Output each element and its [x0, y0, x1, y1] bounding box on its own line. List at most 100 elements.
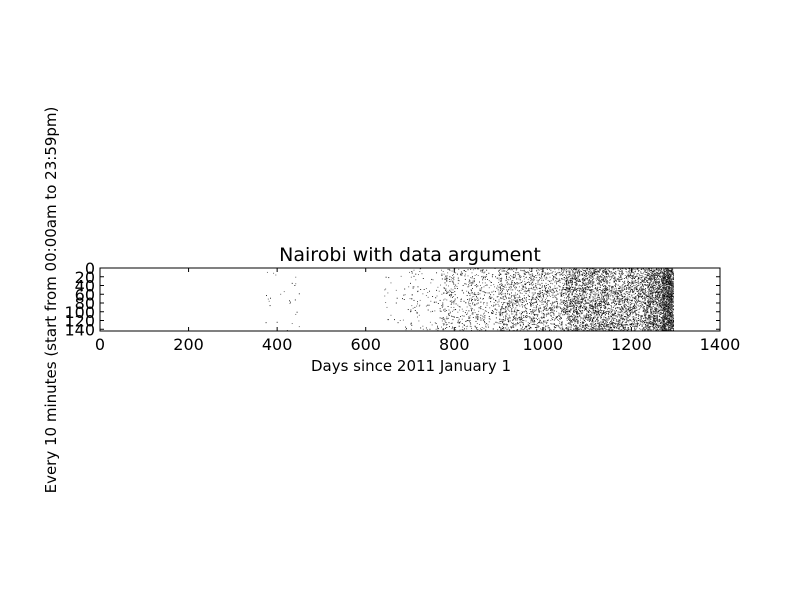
heatmap-cell [510, 320, 511, 322]
heatmap-cell [605, 319, 607, 321]
heatmap-cell [571, 292, 573, 294]
heatmap-cell [484, 276, 486, 278]
heatmap-cell [619, 271, 621, 272]
heatmap-cell [600, 329, 602, 331]
heatmap-cell [637, 282, 639, 284]
heatmap-cell [468, 320, 470, 322]
heatmap-cell [620, 322, 622, 324]
heatmap-cell [516, 309, 518, 311]
heatmap-cell [518, 323, 519, 325]
heatmap-cell [584, 282, 586, 284]
heatmap-cell [585, 285, 587, 286]
heatmap-cell [588, 300, 590, 302]
heatmap-cell [472, 296, 473, 298]
heatmap-cell [644, 312, 646, 314]
heatmap-cell [602, 329, 604, 331]
heatmap-cell [642, 290, 643, 292]
heatmap-cell [632, 324, 634, 325]
heatmap-cell [600, 295, 602, 297]
heatmap-cell [465, 320, 467, 322]
heatmap-cell [490, 294, 492, 296]
heatmap-cell [610, 278, 612, 280]
heatmap-cell [441, 275, 443, 276]
heatmap-cell [545, 315, 547, 317]
heatmap-cell [622, 326, 624, 328]
heatmap-cell [547, 310, 549, 311]
heatmap-cell [602, 313, 604, 314]
heatmap-cell [577, 303, 579, 305]
heatmap-cell [588, 271, 589, 272]
heatmap-cell [642, 322, 643, 324]
heatmap-cell [600, 320, 602, 322]
heatmap-cell [503, 327, 505, 329]
heatmap-cell [564, 277, 566, 279]
heatmap-cell [581, 299, 583, 300]
heatmap-cell [621, 278, 623, 280]
heatmap-cell [604, 319, 606, 321]
heatmap-cell [469, 303, 471, 304]
heatmap-cell [649, 288, 651, 290]
heatmap-cell [451, 327, 453, 329]
heatmap-cell [638, 315, 639, 317]
heatmap-cell [615, 310, 617, 312]
heatmap-cell [543, 297, 545, 299]
heatmap-cell [607, 292, 609, 294]
heatmap-cell [632, 320, 634, 322]
heatmap-cell [576, 312, 578, 314]
heatmap-cell [595, 320, 597, 322]
heatmap-cell [578, 287, 580, 289]
heatmap-cell [605, 296, 607, 298]
heatmap-cell [443, 329, 445, 331]
heatmap-cell [526, 310, 527, 312]
heatmap-cell [647, 272, 649, 274]
heatmap-cell [430, 300, 432, 302]
heatmap-cell [600, 316, 602, 318]
heatmap-cell [601, 302, 603, 304]
heatmap-cell [540, 322, 542, 324]
heatmap-cell [568, 275, 570, 277]
heatmap-cell [638, 294, 640, 296]
heatmap-cell [583, 289, 585, 291]
heatmap-cell [483, 272, 485, 274]
heatmap-cell [416, 313, 418, 314]
heatmap-cell [538, 311, 540, 313]
heatmap-cell [652, 303, 654, 305]
heatmap-cell [571, 305, 573, 307]
heatmap-cell [539, 277, 541, 279]
heatmap-cell [498, 301, 500, 303]
heatmap-cell [625, 277, 627, 279]
heatmap-cell [528, 295, 530, 297]
heatmap-cell [595, 323, 597, 325]
heatmap-cell [451, 301, 453, 303]
heatmap-cell [554, 296, 556, 298]
heatmap-cell [595, 271, 597, 273]
heatmap-cell [510, 289, 512, 291]
heatmap-cell [646, 322, 648, 324]
heatmap-cell [295, 283, 297, 285]
heatmap-cell [586, 273, 588, 275]
heatmap-cell [584, 280, 586, 282]
heatmap-cell [624, 306, 626, 308]
heatmap-cell [506, 298, 507, 300]
heatmap-cell [633, 291, 635, 293]
heatmap-cell [622, 308, 624, 310]
heatmap-cell [555, 280, 557, 282]
heatmap-cell [501, 294, 503, 296]
heatmap-cell [559, 278, 561, 280]
heatmap-cell [438, 290, 440, 292]
heatmap-cell [537, 314, 539, 316]
heatmap-cell [579, 279, 581, 281]
heatmap-cell [637, 298, 639, 300]
heatmap-cell [480, 270, 482, 272]
heatmap-cell [510, 287, 512, 289]
heatmap-cell [645, 317, 647, 318]
heatmap-cell [525, 306, 527, 308]
heatmap-cell [563, 274, 565, 276]
heatmap-cell [619, 309, 621, 311]
heatmap-cell [516, 315, 518, 317]
heatmap-cell [544, 272, 546, 274]
heatmap-cell [463, 300, 465, 302]
heatmap-cell [452, 316, 454, 318]
heatmap-cell [522, 302, 523, 304]
heatmap-cell [603, 311, 605, 313]
